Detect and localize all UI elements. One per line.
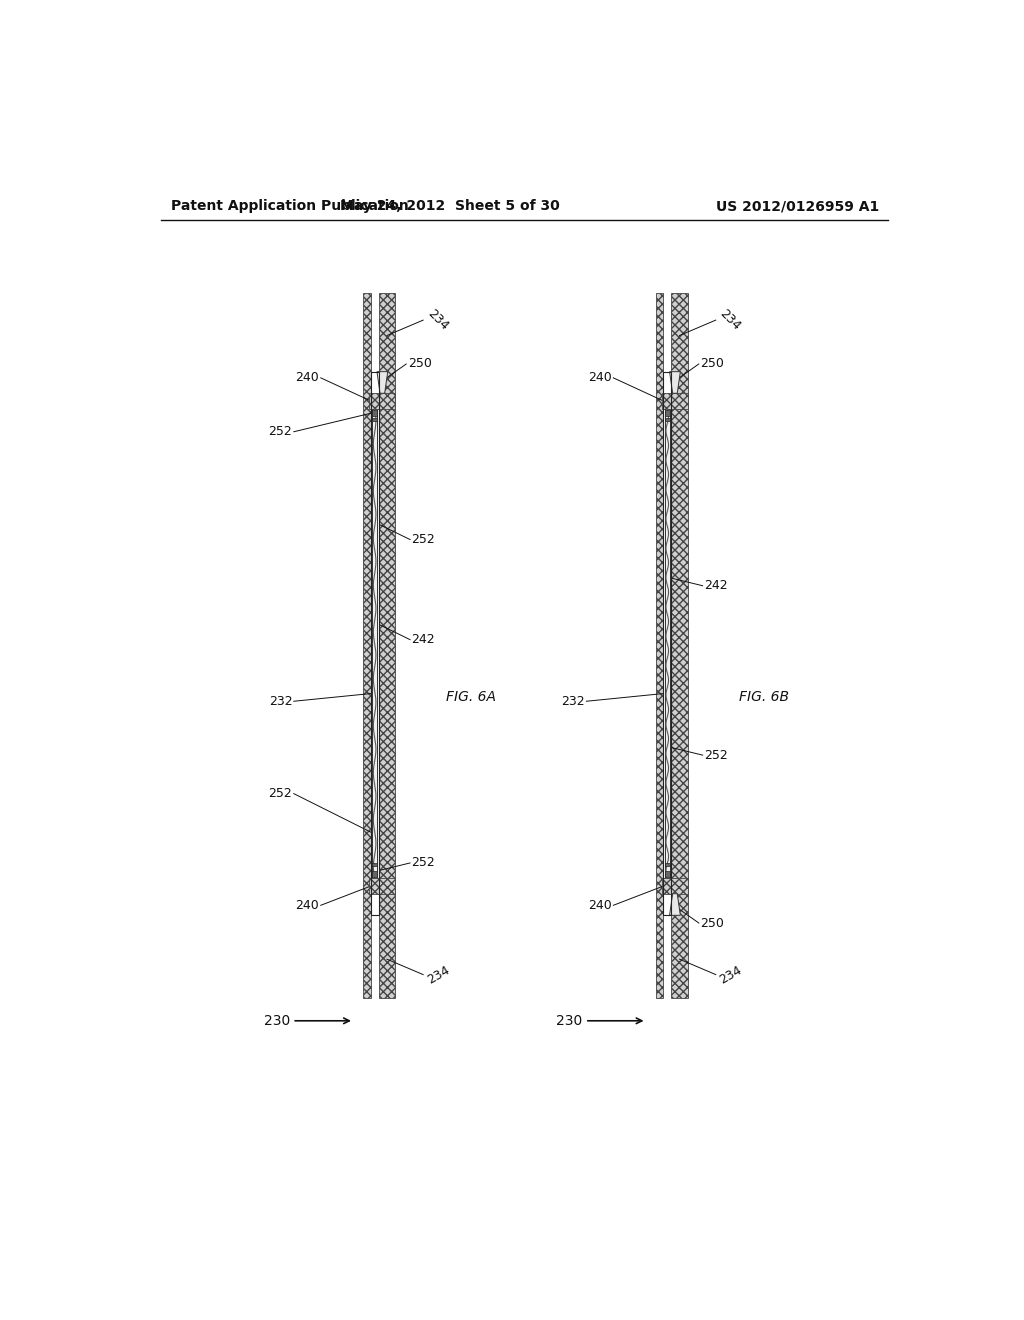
Bar	[371, 409, 379, 878]
Bar	[370, 393, 395, 409]
Bar	[373, 871, 377, 876]
Text: 240: 240	[296, 371, 319, 384]
Polygon shape	[670, 894, 680, 915]
Text: 242: 242	[705, 579, 728, 593]
Text: 242: 242	[412, 634, 435, 647]
Bar	[664, 409, 671, 878]
Polygon shape	[670, 372, 680, 393]
Text: 250: 250	[700, 916, 724, 929]
Text: 250: 250	[408, 358, 432, 371]
Bar	[662, 878, 688, 894]
Bar	[665, 871, 670, 876]
Bar	[655, 293, 664, 998]
Text: 232: 232	[561, 694, 585, 708]
Text: 252: 252	[412, 533, 435, 546]
Text: 234: 234	[717, 308, 743, 333]
Text: FIG. 6A: FIG. 6A	[446, 690, 497, 705]
Text: 252: 252	[412, 857, 435, 870]
Bar	[373, 411, 377, 416]
Bar	[373, 409, 377, 878]
Text: 240: 240	[588, 899, 611, 912]
Text: 234: 234	[425, 308, 451, 333]
Bar	[662, 393, 688, 409]
Bar	[665, 409, 670, 878]
Bar	[379, 293, 395, 998]
Text: 252: 252	[268, 425, 292, 438]
Text: 234: 234	[717, 964, 744, 986]
Text: Patent Application Publication: Patent Application Publication	[171, 199, 409, 213]
Text: 252: 252	[705, 748, 728, 762]
Text: 230: 230	[264, 1014, 290, 1028]
Text: 252: 252	[268, 787, 292, 800]
Text: US 2012/0126959 A1: US 2012/0126959 A1	[716, 199, 879, 213]
Text: FIG. 6B: FIG. 6B	[739, 690, 788, 705]
Bar	[665, 411, 670, 416]
Bar	[664, 372, 671, 915]
Text: 240: 240	[296, 899, 319, 912]
Bar	[370, 878, 395, 894]
Bar	[665, 863, 670, 866]
Bar	[671, 293, 688, 998]
Text: 250: 250	[700, 358, 724, 371]
Text: 240: 240	[588, 371, 611, 384]
Bar	[665, 418, 670, 421]
Polygon shape	[377, 372, 388, 393]
Bar	[371, 372, 379, 915]
Text: 232: 232	[268, 694, 292, 708]
Bar	[373, 418, 377, 421]
Bar	[373, 863, 377, 866]
Text: May 24, 2012  Sheet 5 of 30: May 24, 2012 Sheet 5 of 30	[340, 199, 560, 213]
Bar	[364, 293, 371, 998]
Text: 230: 230	[556, 1014, 583, 1028]
Text: 234: 234	[425, 964, 452, 986]
